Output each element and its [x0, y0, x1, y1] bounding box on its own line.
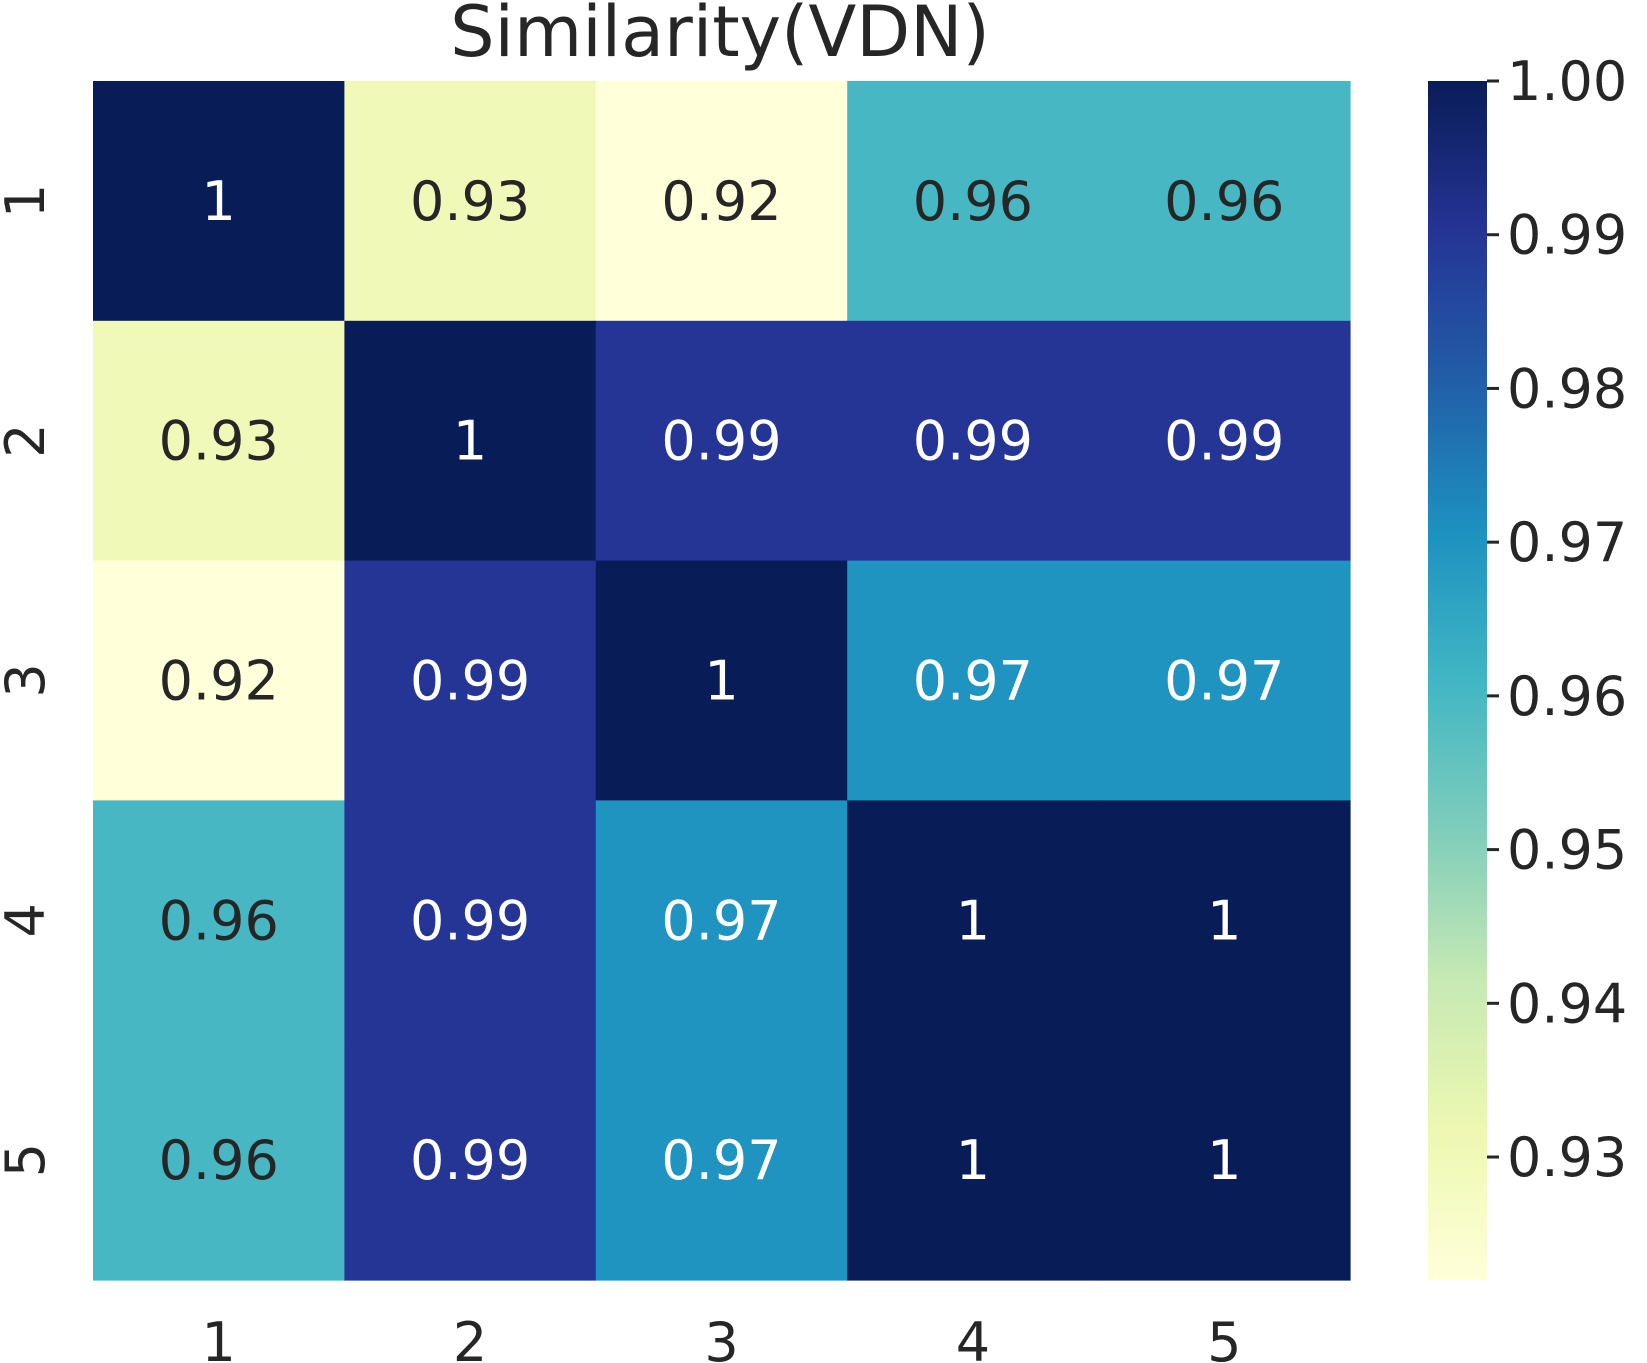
cell-annotation-r5-c4: 1 — [956, 1129, 990, 1192]
heatmap-cell-r4-c4 — [847, 800, 1100, 1041]
heatmap-cell-r2-c4 — [847, 320, 1100, 562]
heatmap-cell-r3-c1 — [93, 560, 345, 801]
x-tick-label: 1 — [202, 1311, 236, 1363]
cell-annotation-r4-c3: 0.97 — [661, 889, 781, 952]
y-tick-labels: 1 2 3 4 5 — [0, 184, 57, 1178]
colorbar-tick-label: 0.93 — [1507, 1126, 1627, 1189]
cell-annotation-r3-c1: 0.92 — [159, 650, 279, 713]
cell-annotation-r4-c4: 1 — [956, 889, 990, 952]
heatmap-cell-r1-c4 — [847, 81, 1100, 322]
cell-annotation-r2-c1: 0.93 — [159, 410, 279, 473]
cell-annotations: 1 0.93 0.92 0.96 0.96 0.93 1 0.99 0.99 0.99 0.92 0.… — [159, 170, 1285, 1192]
heatmap-cell-r3-c3 — [595, 560, 848, 801]
heatmap-cell-r2-c3 — [595, 320, 848, 562]
cell-annotation-r1-c5: 0.96 — [1164, 170, 1284, 233]
y-tick-label: 5 — [0, 1143, 57, 1177]
cell-annotation-r5-c5: 1 — [1207, 1129, 1241, 1192]
x-tick-labels: 1 2 3 4 5 — [202, 1311, 1242, 1363]
heatmap-cell-r3-c5 — [1098, 560, 1351, 801]
cell-annotation-r4-c1: 0.96 — [159, 889, 279, 952]
cell-annotation-r3-c5: 0.97 — [1164, 650, 1284, 713]
colorbar — [1428, 81, 1487, 1280]
heatmap-cell-r2-c1 — [93, 320, 345, 562]
cell-annotation-r1-c1: 1 — [202, 170, 236, 233]
cell-annotation-r4-c5: 1 — [1207, 889, 1241, 952]
x-tick-label: 2 — [453, 1311, 487, 1363]
x-tick-label: 3 — [704, 1311, 738, 1363]
heatmap-cell-r4-c2 — [344, 800, 597, 1041]
colorbar-ticks: 1.00 0.99 0.98 0.97 0.96 0.95 0.94 0.93 — [1487, 50, 1627, 1189]
cell-annotation-r2-c2: 1 — [453, 410, 487, 473]
colorbar-tick-label: 0.99 — [1507, 204, 1627, 267]
x-tick-label: 4 — [956, 1311, 990, 1363]
colorbar-tick-label: 0.94 — [1507, 972, 1627, 1035]
cell-annotation-r2-c4: 0.99 — [913, 410, 1033, 473]
cell-annotation-r1-c4: 0.96 — [913, 170, 1033, 233]
cell-annotation-r5-c2: 0.99 — [410, 1129, 530, 1192]
heatmap-cell-r1-c5 — [1098, 81, 1351, 322]
cell-annotation-r2-c5: 0.99 — [1164, 410, 1284, 473]
cell-annotation-r4-c2: 0.99 — [410, 889, 530, 952]
heatmap-cell-r5-c1 — [93, 1040, 345, 1281]
heatmap-cell-r3-c4 — [847, 560, 1100, 801]
y-tick-label: 4 — [0, 903, 57, 937]
cell-annotation-r3-c2: 0.99 — [410, 650, 530, 713]
heatmap-cell-r2-c2 — [344, 320, 597, 562]
heatmap-cell-r5-c3 — [595, 1040, 848, 1281]
heatmap-cell-r4-c5 — [1098, 800, 1351, 1041]
cell-annotation-r1-c2: 0.93 — [410, 170, 530, 233]
cell-annotation-r1-c3: 0.92 — [661, 170, 781, 233]
heatmap-cell-r2-c5 — [1098, 320, 1351, 562]
heatmap-cell-r1-c2 — [344, 81, 597, 322]
x-tick-label: 5 — [1207, 1311, 1241, 1363]
heatmap-cell-r1-c3 — [595, 81, 848, 322]
colorbar-tick-label: 0.97 — [1507, 511, 1627, 574]
heatmap-cell-r4-c3 — [595, 800, 848, 1041]
colorbar-tick-label: 1.00 — [1507, 50, 1627, 113]
colorbar-tick-label: 0.96 — [1507, 665, 1627, 728]
heatmap-cell-r5-c4 — [847, 1040, 1100, 1281]
heatmap-cell-r5-c2 — [344, 1040, 597, 1281]
cell-annotation-r3-c3: 1 — [704, 650, 738, 713]
y-tick-label: 1 — [0, 184, 57, 218]
heatmap-cell-r4-c1 — [93, 800, 345, 1041]
heatmap-cell-r1-c1 — [93, 81, 345, 322]
heatmap-cell-r5-c5 — [1098, 1040, 1351, 1281]
y-tick-label: 3 — [0, 663, 57, 697]
heatmap-cell-r3-c2 — [344, 560, 597, 801]
heatmap-cells — [93, 81, 1351, 1281]
y-tick-label: 2 — [0, 424, 57, 458]
cell-annotation-r2-c3: 0.99 — [661, 410, 781, 473]
cell-annotation-r5-c3: 0.97 — [661, 1129, 781, 1192]
cell-annotation-r5-c1: 0.96 — [159, 1129, 279, 1192]
chart-title: Similarity(VDN) — [450, 0, 990, 73]
cell-annotation-r3-c4: 0.97 — [913, 650, 1033, 713]
colorbar-tick-label: 0.98 — [1507, 357, 1627, 420]
colorbar-tick-label: 0.95 — [1507, 819, 1627, 882]
